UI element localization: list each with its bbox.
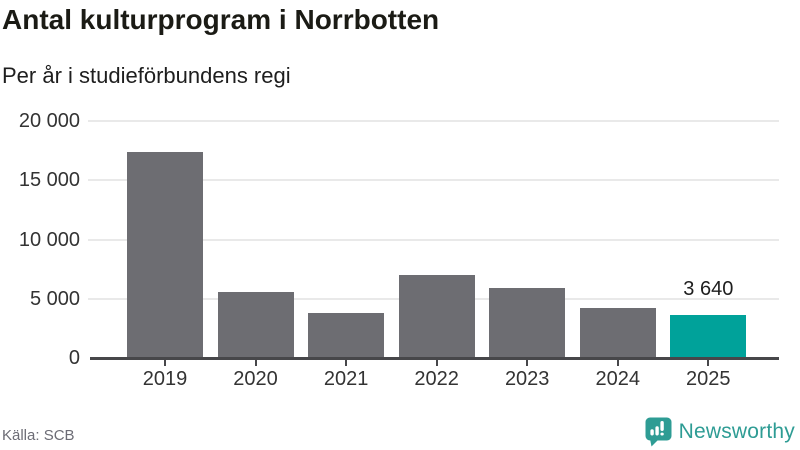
y-tick-label: 10 000 bbox=[18, 228, 80, 251]
x-tick-label-2024: 2024 bbox=[595, 368, 641, 390]
x-tick-mark bbox=[254, 360, 257, 366]
x-tick-mark bbox=[707, 360, 710, 366]
bar-2024 bbox=[579, 308, 656, 358]
x-tick-label-2025: 2025 bbox=[686, 368, 731, 390]
x-tick-mark bbox=[345, 360, 348, 366]
gridline-10000 bbox=[88, 238, 779, 241]
x-tick-label-2021: 2021 bbox=[323, 368, 369, 390]
y-tick-label: 20 000 bbox=[18, 110, 80, 132]
gridline-15000 bbox=[88, 179, 779, 182]
y-tick-label: 0 bbox=[68, 347, 80, 369]
bar-2022 bbox=[398, 275, 475, 358]
newsworthy-wordmark: Newsworthy bbox=[678, 420, 795, 443]
x-tick-label-2019: 2019 bbox=[142, 368, 188, 390]
gridline-20000 bbox=[88, 120, 779, 122]
bar-2019 bbox=[127, 151, 203, 358]
bar-2020 bbox=[217, 291, 294, 358]
bar-value-label: 3 640 bbox=[683, 277, 734, 300]
bar-2023 bbox=[489, 287, 566, 358]
y-tick-label: 15 000 bbox=[18, 169, 80, 192]
x-tick-mark bbox=[526, 360, 529, 366]
x-tick-mark bbox=[164, 360, 166, 366]
bar-2021 bbox=[308, 313, 385, 358]
newsworthy-pin-barchart-icon bbox=[645, 417, 672, 447]
x-tick-mark bbox=[616, 360, 619, 366]
y-tick-label: 5 000 bbox=[29, 287, 80, 310]
chart-title: Antal kulturprogram i Norrbotten bbox=[2, 4, 440, 35]
x-tick-mark bbox=[435, 360, 438, 366]
bar-chart-plot-area: 2019 2020 2021 2022 2023 2024 2025 3 640 bbox=[88, 120, 779, 390]
x-tick-label-2023: 2023 bbox=[504, 368, 550, 390]
newsworthy-logo: Newsworthy bbox=[645, 417, 795, 447]
x-axis-line bbox=[90, 357, 779, 360]
x-tick-label-2022: 2022 bbox=[414, 368, 459, 390]
x-tick-label-2020: 2020 bbox=[233, 368, 278, 390]
chart-subtitle: Per år i studieförbundens regi bbox=[2, 63, 291, 88]
bar-2025-highlighted bbox=[670, 314, 747, 358]
source-note: Källa: SCB bbox=[2, 427, 75, 444]
